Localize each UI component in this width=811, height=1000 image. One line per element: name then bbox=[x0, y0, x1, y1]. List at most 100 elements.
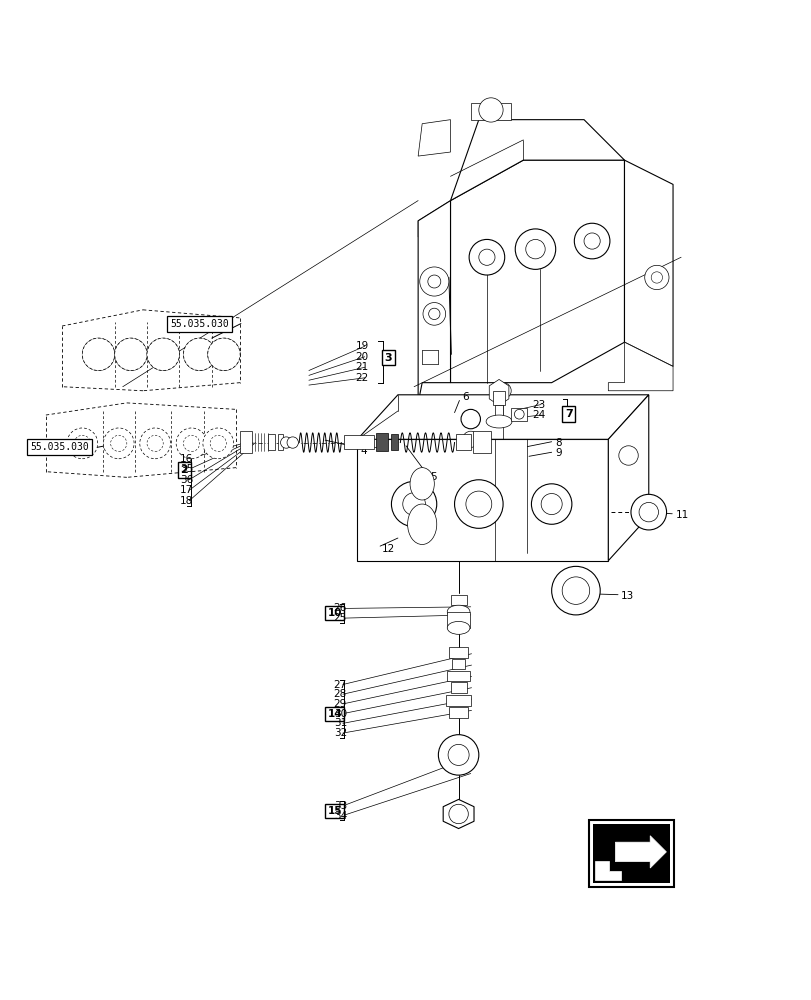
Ellipse shape bbox=[183, 435, 200, 451]
Circle shape bbox=[391, 481, 436, 527]
Polygon shape bbox=[447, 612, 470, 628]
Circle shape bbox=[618, 446, 637, 465]
Text: 29: 29 bbox=[333, 699, 346, 709]
Polygon shape bbox=[443, 799, 474, 829]
Bar bbox=[588, 820, 673, 887]
Text: 2: 2 bbox=[180, 465, 188, 475]
Circle shape bbox=[82, 338, 114, 371]
Polygon shape bbox=[615, 836, 666, 868]
Circle shape bbox=[515, 229, 555, 269]
Text: 5: 5 bbox=[430, 472, 436, 482]
Polygon shape bbox=[607, 395, 648, 561]
Ellipse shape bbox=[110, 435, 127, 451]
Text: 9: 9 bbox=[554, 448, 561, 458]
Text: 18: 18 bbox=[180, 496, 193, 506]
Text: 16: 16 bbox=[180, 454, 193, 464]
Text: 30: 30 bbox=[333, 709, 346, 719]
Circle shape bbox=[190, 345, 209, 364]
Polygon shape bbox=[268, 434, 275, 450]
Polygon shape bbox=[343, 435, 373, 449]
Ellipse shape bbox=[407, 504, 436, 545]
Ellipse shape bbox=[447, 605, 470, 618]
Text: 10: 10 bbox=[327, 608, 341, 618]
Ellipse shape bbox=[410, 468, 434, 500]
Circle shape bbox=[469, 239, 504, 275]
Circle shape bbox=[583, 233, 599, 249]
Polygon shape bbox=[240, 431, 252, 453]
Polygon shape bbox=[493, 391, 504, 405]
Text: 12: 12 bbox=[381, 544, 394, 554]
Text: 13: 13 bbox=[620, 591, 633, 601]
Bar bbox=[592, 824, 669, 883]
Circle shape bbox=[466, 491, 491, 517]
Circle shape bbox=[402, 493, 425, 515]
Polygon shape bbox=[447, 671, 470, 681]
Circle shape bbox=[462, 431, 478, 447]
Circle shape bbox=[214, 345, 234, 364]
Text: 26: 26 bbox=[333, 603, 346, 613]
Circle shape bbox=[419, 267, 448, 296]
Polygon shape bbox=[450, 160, 624, 383]
Ellipse shape bbox=[114, 338, 147, 371]
Circle shape bbox=[454, 480, 503, 528]
Text: 7: 7 bbox=[564, 409, 572, 419]
Polygon shape bbox=[418, 201, 450, 403]
Ellipse shape bbox=[176, 428, 207, 459]
Circle shape bbox=[638, 502, 658, 522]
Circle shape bbox=[525, 239, 544, 259]
Polygon shape bbox=[418, 120, 450, 156]
Polygon shape bbox=[456, 434, 470, 450]
Polygon shape bbox=[448, 647, 468, 658]
Ellipse shape bbox=[82, 338, 114, 371]
Circle shape bbox=[423, 303, 445, 325]
Circle shape bbox=[153, 345, 173, 364]
Text: 25: 25 bbox=[333, 613, 346, 623]
Text: 3: 3 bbox=[384, 353, 392, 363]
Text: 22: 22 bbox=[355, 373, 368, 383]
Polygon shape bbox=[375, 433, 388, 451]
Circle shape bbox=[551, 566, 599, 615]
Circle shape bbox=[208, 338, 240, 371]
Ellipse shape bbox=[447, 621, 470, 634]
Polygon shape bbox=[452, 659, 465, 669]
Circle shape bbox=[438, 735, 478, 775]
Polygon shape bbox=[450, 682, 466, 693]
Text: 35: 35 bbox=[180, 464, 193, 474]
Ellipse shape bbox=[139, 428, 170, 459]
Polygon shape bbox=[448, 707, 468, 718]
Text: 34: 34 bbox=[333, 811, 346, 821]
Polygon shape bbox=[278, 434, 283, 450]
Polygon shape bbox=[624, 160, 672, 366]
Text: 23: 23 bbox=[531, 400, 544, 410]
Circle shape bbox=[114, 338, 147, 371]
Text: 24: 24 bbox=[531, 410, 544, 420]
Circle shape bbox=[427, 275, 440, 288]
Ellipse shape bbox=[203, 428, 234, 459]
Circle shape bbox=[644, 265, 668, 290]
Text: 11: 11 bbox=[676, 510, 689, 520]
Ellipse shape bbox=[486, 415, 512, 428]
Polygon shape bbox=[418, 201, 450, 237]
Polygon shape bbox=[446, 695, 470, 706]
Polygon shape bbox=[450, 595, 466, 605]
Ellipse shape bbox=[210, 435, 226, 451]
Circle shape bbox=[530, 484, 571, 524]
Circle shape bbox=[495, 383, 511, 399]
Ellipse shape bbox=[67, 428, 97, 459]
Polygon shape bbox=[594, 861, 620, 880]
Polygon shape bbox=[495, 405, 503, 419]
Circle shape bbox=[630, 494, 666, 530]
Circle shape bbox=[448, 804, 468, 824]
Circle shape bbox=[88, 345, 108, 364]
Ellipse shape bbox=[147, 435, 163, 451]
Text: 36: 36 bbox=[180, 475, 193, 485]
Ellipse shape bbox=[74, 435, 90, 451]
Text: 15: 15 bbox=[327, 806, 341, 816]
Text: 17: 17 bbox=[180, 485, 193, 495]
Text: 31: 31 bbox=[333, 718, 346, 728]
Circle shape bbox=[448, 744, 469, 765]
Text: 19: 19 bbox=[355, 341, 368, 351]
Circle shape bbox=[183, 338, 216, 371]
Circle shape bbox=[121, 345, 140, 364]
Polygon shape bbox=[357, 439, 607, 561]
